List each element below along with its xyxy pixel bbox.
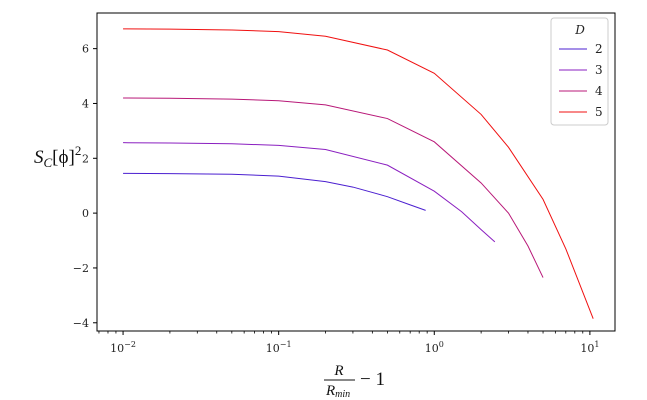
x-tick-exponent: 1	[594, 340, 599, 349]
ylabel-sup: 2	[75, 143, 82, 158]
series-line-5	[123, 28, 594, 319]
x-axis-label: R Rmin − 1	[324, 363, 385, 400]
y-axis: −4 −2 0 2 4 6	[73, 43, 97, 330]
x-tick-base: 10	[110, 342, 124, 355]
y-tick-label: 2	[82, 152, 89, 165]
svg-text:SC[ϕ]2: SC[ϕ]2	[34, 143, 81, 170]
x-tick-exponent: −2	[124, 340, 136, 349]
xlabel-suffix: − 1	[360, 369, 385, 390]
x-tick-label: 100	[425, 340, 444, 355]
legend-box	[550, 17, 609, 126]
legend-label-5: 5	[595, 105, 603, 119]
x-tick-exponent: 0	[439, 340, 444, 349]
series-line-3	[123, 142, 496, 243]
ylabel-sub: C	[44, 155, 53, 170]
x-tick-exponent: −1	[280, 340, 292, 349]
x-axis: 10−2 10−1 100 101	[98, 331, 599, 355]
x-tick-label: 10−2	[110, 340, 136, 355]
legend-entries: 2 3 4 5	[559, 42, 603, 119]
legend: D 2 3 4 5	[550, 17, 609, 126]
series-layer	[123, 28, 594, 319]
legend-label-2: 2	[595, 42, 603, 56]
legend-title: D	[574, 23, 585, 37]
ylabel-rest: [ϕ]	[52, 147, 75, 168]
legend-label-3: 3	[595, 63, 603, 77]
x-tick-label: 10−1	[266, 340, 292, 355]
xlabel-denominator-sub: min	[335, 389, 350, 400]
x-tick-base: 10	[580, 342, 594, 355]
ylabel-main: S	[34, 147, 44, 168]
y-tick-label: 6	[82, 43, 89, 56]
series-line-4	[123, 97, 544, 278]
y-tick-label: 0	[82, 207, 89, 220]
y-axis-label: SC[ϕ]2	[34, 143, 81, 170]
svg-text:Rmin: Rmin	[325, 383, 350, 400]
legend-label-4: 4	[595, 84, 603, 98]
series-line-2	[123, 172, 426, 211]
y-tick-label: −4	[73, 317, 89, 330]
x-tick-label: 101	[580, 340, 599, 355]
plot-frame	[96, 12, 616, 332]
xlabel-numerator: R	[333, 363, 343, 379]
xlabel-denominator-main: R	[325, 383, 335, 399]
y-tick-label: −2	[73, 262, 89, 275]
x-tick-base: 10	[266, 342, 280, 355]
x-tick-base: 10	[425, 342, 439, 355]
y-tick-label: 4	[82, 97, 89, 110]
